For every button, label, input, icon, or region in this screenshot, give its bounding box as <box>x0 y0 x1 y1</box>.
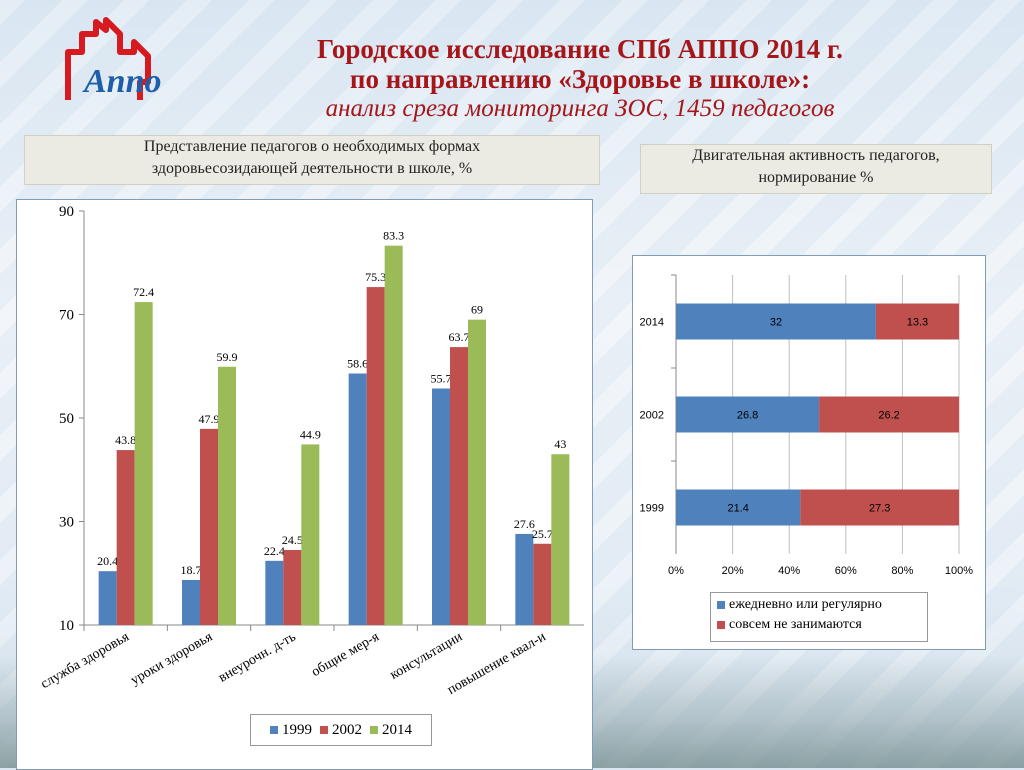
data-label: 59.9 <box>217 350 238 364</box>
x-tick-label: 0% <box>668 565 684 577</box>
data-label: 32 <box>770 317 782 329</box>
legend-label: ежедневно или регулярно <box>729 597 882 612</box>
y-tick-label: 30 <box>59 515 74 531</box>
data-label: 75.3 <box>365 270 386 284</box>
right-chart-caption: Двигательная активность педагогов, норми… <box>640 144 992 194</box>
x-tick-label: 60% <box>835 565 857 577</box>
bar <box>366 287 385 625</box>
bar-segment <box>875 303 959 340</box>
legend-item-regular: ежедневно или регулярно <box>717 597 921 613</box>
data-label: 72.4 <box>133 285 154 299</box>
bar <box>134 302 153 625</box>
left-chart-legend: 1999 2002 2014 <box>250 714 432 746</box>
y-tick-label: 10 <box>59 618 74 634</box>
bar <box>515 533 534 625</box>
data-label: 43 <box>554 437 566 451</box>
left-caption-line-1: Представление педагогов о необходимых фо… <box>143 138 481 155</box>
data-label: 27.6 <box>514 517 535 531</box>
bar <box>265 560 284 625</box>
data-label: 27.3 <box>869 503 890 515</box>
y-tick-label: 50 <box>59 411 74 427</box>
legend-swatch <box>320 726 328 734</box>
legend-item-none: совсем не занимаются <box>717 617 921 633</box>
data-label: 21.4 <box>727 503 748 515</box>
bar <box>116 450 135 625</box>
data-label: 47.9 <box>199 412 220 426</box>
legend-label: 2002 <box>332 721 362 738</box>
legend-label: 1999 <box>282 721 312 738</box>
appo-logo: Аппо <box>65 17 162 100</box>
legend-label: совсем не занимаются <box>729 617 862 632</box>
data-label: 20.4 <box>97 554 118 568</box>
data-label: 63.7 <box>449 330 470 344</box>
legend-swatch <box>717 621 725 629</box>
y-tick-label: 2002 <box>640 410 664 422</box>
data-label: 22.4 <box>264 544 285 558</box>
data-label: 58.6 <box>347 356 368 370</box>
right-caption-line-1: Двигательная активность педагогов, <box>692 147 940 164</box>
data-label: 25.7 <box>532 527 553 541</box>
left-caption-line-2: здоровьесозидающей деятельности в школе,… <box>151 160 473 177</box>
data-label: 26.2 <box>878 410 899 422</box>
data-label: 44.9 <box>300 427 321 441</box>
y-tick-label: 70 <box>59 308 74 324</box>
x-tick-label: 100% <box>945 565 973 577</box>
title-line-2: по направлению «Здоровье в школе»: <box>349 64 811 94</box>
bar <box>432 388 450 625</box>
legend-swatch <box>370 726 378 734</box>
bar <box>283 549 302 625</box>
bar-segment <box>676 489 801 526</box>
bar <box>98 571 117 625</box>
legend-item-2002: 2002 <box>320 722 362 739</box>
bar <box>348 373 367 625</box>
legend-label: 2014 <box>382 721 412 738</box>
bar <box>301 444 320 625</box>
bar-segment <box>676 396 820 433</box>
bar <box>200 428 218 625</box>
y-tick-label: 2014 <box>640 317 664 329</box>
bar-segment <box>800 489 959 526</box>
bar <box>551 454 570 625</box>
left-chart-caption: Представление педагогов о необходимых фо… <box>24 135 600 185</box>
title-line-3: анализ среза мониторинга ЗОС, 1459 педаг… <box>325 95 835 122</box>
bar <box>450 347 468 625</box>
right-chart-legend: ежедневно или регулярно совсем не занима… <box>710 592 928 642</box>
bar <box>533 543 552 625</box>
data-label: 26.8 <box>737 410 758 422</box>
x-tick-label: 80% <box>891 565 913 577</box>
x-tick-label: 20% <box>722 565 744 577</box>
x-tick-label: 40% <box>778 565 800 577</box>
legend-swatch <box>270 726 278 734</box>
data-label: 43.8 <box>115 433 136 447</box>
bar <box>468 319 486 625</box>
bar <box>182 579 200 625</box>
data-label: 24.5 <box>282 533 303 547</box>
y-tick-label: 90 <box>59 204 74 220</box>
right-caption-line-2: нормирование % <box>758 169 874 186</box>
legend-item-2014: 2014 <box>370 722 412 739</box>
legend-swatch <box>717 601 725 609</box>
logo-text: Аппо <box>82 63 162 100</box>
data-label: 13.3 <box>907 317 928 329</box>
bar-segment <box>819 396 959 433</box>
bar-segment <box>676 303 876 340</box>
slide-title: Городское исследование СПб АППО 2014 г. … <box>210 34 950 124</box>
data-label: 69 <box>471 303 483 317</box>
bar <box>218 366 236 625</box>
data-label: 55.7 <box>431 372 452 386</box>
y-tick-label: 1999 <box>640 503 664 515</box>
data-label: 18.7 <box>181 563 202 577</box>
bar <box>384 245 403 626</box>
legend-item-1999: 1999 <box>270 722 312 739</box>
data-label: 83.3 <box>383 229 404 243</box>
title-line-1: Городское исследование СПб АППО 2014 г. <box>317 34 843 64</box>
